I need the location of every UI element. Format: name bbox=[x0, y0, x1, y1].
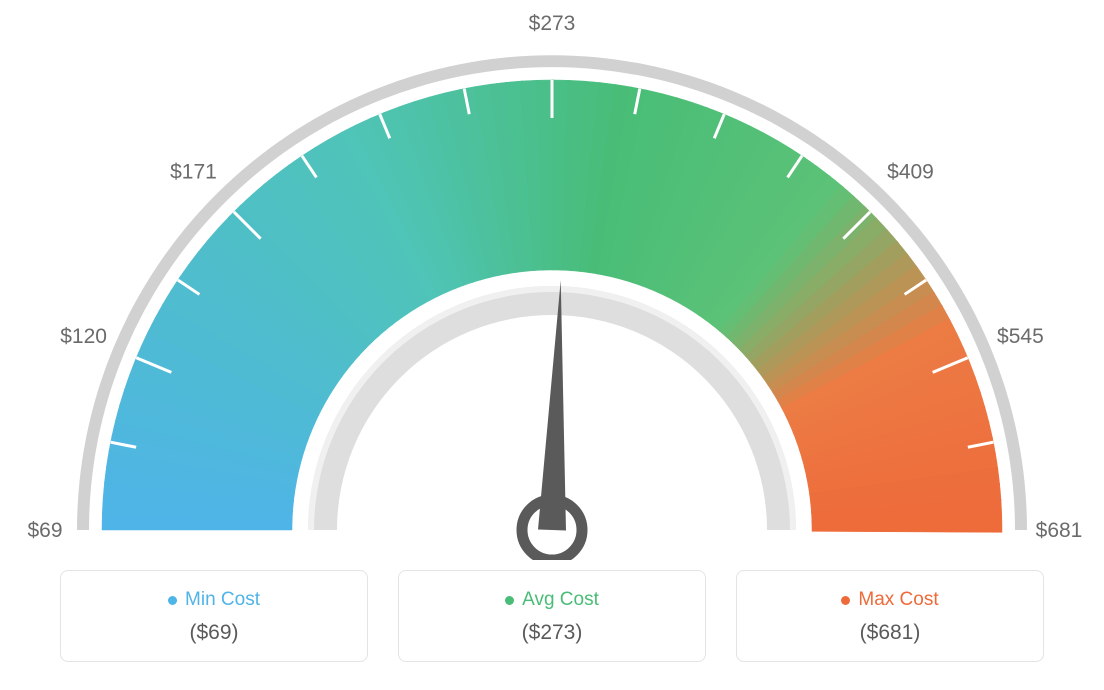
legend-value: ($681) bbox=[747, 621, 1033, 645]
legend-title-avg: Avg Cost bbox=[505, 589, 599, 611]
legend-row: Min Cost ($69) Avg Cost ($273) Max Cost … bbox=[0, 560, 1104, 662]
tick-label: $120 bbox=[60, 325, 107, 348]
dot-icon bbox=[841, 596, 850, 605]
legend-label: Avg Cost bbox=[522, 589, 599, 611]
tick-label: $545 bbox=[997, 325, 1044, 348]
tick-label: $409 bbox=[887, 160, 934, 183]
legend-value: ($69) bbox=[71, 621, 357, 645]
legend-label: Min Cost bbox=[185, 589, 260, 611]
legend-card-avg: Avg Cost ($273) bbox=[398, 570, 706, 662]
gauge-svg: $69 $120 $171 $273 $409 $545 $681 bbox=[0, 0, 1104, 560]
legend-title-min: Min Cost bbox=[168, 589, 260, 611]
tick-label: $273 bbox=[529, 12, 576, 35]
tick-label: $681 bbox=[1036, 519, 1083, 542]
tick-label: $171 bbox=[170, 160, 217, 183]
needle bbox=[538, 280, 566, 530]
legend-title-max: Max Cost bbox=[841, 589, 938, 611]
legend-card-max: Max Cost ($681) bbox=[736, 570, 1044, 662]
tick-label: $69 bbox=[27, 519, 62, 542]
dot-icon bbox=[168, 596, 177, 605]
cost-gauge: $69 $120 $171 $273 $409 $545 $681 bbox=[0, 0, 1104, 560]
legend-card-min: Min Cost ($69) bbox=[60, 570, 368, 662]
dot-icon bbox=[505, 596, 514, 605]
legend-label: Max Cost bbox=[858, 589, 938, 611]
legend-value: ($273) bbox=[409, 621, 695, 645]
